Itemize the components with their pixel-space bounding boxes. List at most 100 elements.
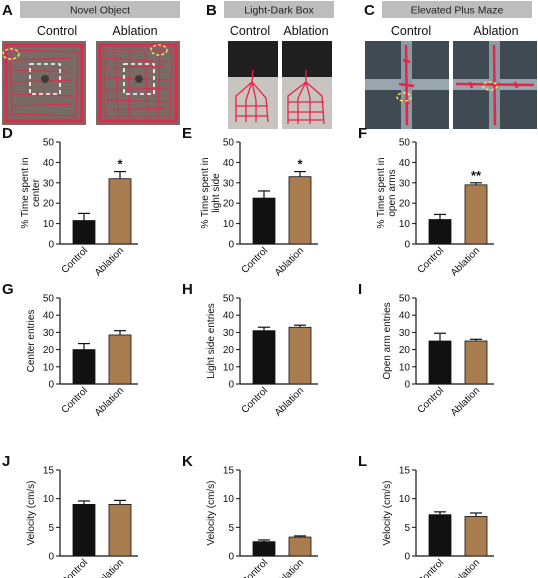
y-tick-label: 30	[399, 328, 411, 339]
banner-c-title: Elevated Plus Maze	[411, 5, 504, 17]
bar-h-ablation	[288, 326, 312, 385]
y-tick-label: 10	[43, 362, 55, 373]
banner-c	[382, 1, 532, 18]
y-tick-label: 5	[48, 523, 54, 534]
bar-f-ablation	[464, 184, 488, 245]
y-axis-label-line: center	[31, 178, 42, 206]
x-tick-label: Ablation	[93, 557, 126, 578]
y-axis-label-k: Velocity (cm/s)	[206, 480, 217, 545]
x-tick-label: Control	[240, 385, 271, 416]
y-tick-label: 40	[223, 158, 235, 169]
panel-b: B Light-Dark Box Control Ablation	[206, 1, 334, 129]
b-control-label: Control	[230, 24, 270, 38]
x-tick-label: Ablation	[449, 385, 482, 418]
x-tick-label: Control	[60, 557, 91, 578]
chart-k: K 0 5 10 15 Velocity (cm/s) Control Ablation	[182, 453, 318, 578]
y-axis-label-line: Center entries	[26, 310, 37, 373]
y-tick-label: 40	[43, 158, 55, 169]
bar-d-control	[72, 220, 96, 245]
y-axis-label-e: % Time spent inlight side	[200, 157, 222, 228]
y-axis-label-d: % Time spent incenter	[20, 157, 42, 228]
bar-f-control	[428, 219, 452, 245]
bar-l-ablation	[464, 516, 488, 557]
b-ablation-label: Ablation	[283, 24, 328, 38]
y-tick-label: 20	[43, 345, 55, 356]
y-tick-label: 10	[43, 219, 55, 230]
y-tick-label: 10	[43, 494, 55, 505]
y-tick-label: 20	[223, 199, 235, 210]
y-axis-label-line: % Time spent in	[20, 157, 31, 228]
c-ablation-label: Ablation	[473, 24, 518, 38]
x-tick-label: Control	[416, 557, 447, 578]
y-tick-label: 40	[399, 311, 411, 322]
bar-g-control	[72, 349, 96, 385]
x-tick-label: Ablation	[93, 385, 126, 418]
chart-h: H 0 10 20 30 40 50 Light side entries Control Abl…	[182, 281, 318, 419]
novel-object-control-image	[2, 41, 86, 125]
significance-marker: *	[117, 157, 123, 172]
y-axis-label-j: Velocity (cm/s)	[26, 480, 37, 545]
x-tick-label: Control	[60, 245, 91, 276]
banner-a-title: Novel Object	[70, 5, 130, 17]
y-tick-label: 20	[399, 199, 411, 210]
x-tick-label: Control	[240, 245, 271, 276]
panel-letter-e: E	[182, 125, 192, 142]
y-tick-label: 10	[399, 219, 411, 230]
y-axis-label-line: Velocity (cm/s)	[206, 480, 217, 545]
y-tick-label: 40	[223, 311, 235, 322]
panel-c: C Elevated Plus Maze Control Ablation	[364, 1, 537, 129]
x-tick-label: Ablation	[449, 557, 482, 578]
plus-maze-ablation-image	[453, 41, 537, 129]
a-control-label: Control	[37, 24, 77, 38]
plus-maze-control-image	[365, 41, 449, 129]
light-dark-control-image	[228, 41, 278, 129]
y-axis-label-f: % Time spent inopen arms	[376, 157, 398, 228]
y-tick-label: 0	[404, 552, 410, 563]
x-tick-label: Ablation	[273, 385, 306, 418]
y-tick-label: 0	[228, 380, 234, 391]
novel-object-ablation-image	[96, 41, 180, 125]
x-tick-label: Ablation	[273, 245, 306, 278]
panel-letter-l: L	[358, 453, 367, 470]
y-tick-label: 0	[48, 240, 54, 251]
chart-g: G 0 10 20 30 40 50 Center entries Control Ablatio…	[2, 281, 138, 419]
y-tick-label: 0	[48, 552, 54, 563]
significance-marker: **	[471, 168, 482, 183]
y-tick-label: 50	[399, 294, 411, 305]
y-tick-label: 10	[223, 219, 235, 230]
y-tick-label: 10	[399, 362, 411, 373]
panel-letter-i: I	[358, 281, 362, 298]
y-axis-label-line: Light side entries	[206, 303, 217, 379]
x-tick-label: Control	[60, 385, 91, 416]
x-tick-label: Control	[416, 245, 447, 276]
y-axis-label-line: % Time spent in	[376, 157, 387, 228]
y-axis-label-line: % Time spent in	[200, 157, 211, 228]
panel-a: A Novel Object Control Ablation	[2, 1, 180, 125]
y-tick-label: 40	[43, 311, 55, 322]
y-tick-label: 10	[399, 494, 411, 505]
x-tick-label: Control	[240, 557, 271, 578]
y-tick-label: 10	[223, 362, 235, 373]
x-tick-label: Ablation	[273, 557, 306, 578]
y-tick-label: 40	[399, 158, 411, 169]
y-tick-label: 15	[399, 466, 411, 477]
y-axis-label-h: Light side entries	[206, 303, 217, 379]
y-axis-label-i: Open arm entries	[382, 302, 393, 379]
chart-i: I 0 10 20 30 40 50 Open arm entries Control Ablat…	[358, 281, 494, 419]
y-axis-label-line: Velocity (cm/s)	[26, 480, 37, 545]
y-tick-label: 30	[399, 178, 411, 189]
y-axis-label-l: Velocity (cm/s)	[382, 480, 393, 545]
x-tick-label: Ablation	[449, 245, 482, 278]
y-tick-label: 0	[404, 240, 410, 251]
bar-i-control	[428, 340, 452, 385]
y-tick-label: 20	[399, 345, 411, 356]
chart-j: J 0 5 10 15 Velocity (cm/s) Control Ablation	[2, 453, 138, 578]
y-tick-label: 0	[404, 380, 410, 391]
y-tick-label: 30	[43, 178, 55, 189]
bar-l-control	[428, 514, 452, 557]
y-tick-label: 5	[404, 523, 410, 534]
bar-e-ablation	[288, 176, 312, 245]
